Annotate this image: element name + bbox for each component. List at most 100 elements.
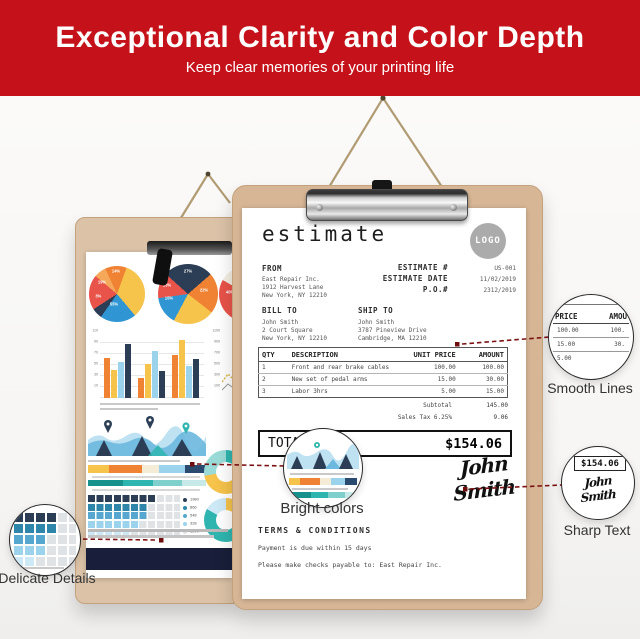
pie2-label-22: 22% [199, 288, 209, 294]
cell: 15.00 [402, 373, 459, 386]
bill-line: New York, NY 12210 [262, 335, 328, 342]
infographic-flyer: 14% 19% 3% 55% 27% 22% 15% 13% 40% 110 9… [86, 252, 232, 578]
sharp-text-magnifier: $154.06 John Smith [561, 446, 635, 520]
legend-value: 548 [190, 514, 197, 518]
tax-value: 9.06 [493, 414, 508, 421]
mini-cell: 5.00 [557, 355, 572, 362]
bill-to-label: BILL TO [262, 306, 298, 315]
segment [152, 480, 183, 486]
from-line: East Repair Inc. [262, 276, 320, 283]
cell: 100.00 [458, 361, 508, 374]
terms-line-1: Payment is due within 15 days [258, 544, 372, 552]
mini-col-price: PRICE [555, 312, 578, 321]
pie1-label-3: 3% [95, 294, 102, 300]
pie3-label-40: 40% [225, 290, 232, 296]
total-value: $154.06 [445, 435, 502, 452]
estimate-title: estimate [262, 222, 388, 246]
cell: 3 [262, 388, 266, 395]
mini-cell: 30. [614, 341, 625, 348]
smooth-lines-magnifier: PRICE AMOU 100.00 100. 15.00 30. 5.00 [548, 294, 634, 380]
bar [193, 359, 199, 398]
flyer-footnote-line [88, 535, 214, 538]
flyer-footnote-line [88, 529, 228, 532]
estimate-document: estimate LOGO FROM East Repair Inc. 1912… [242, 208, 526, 599]
mini-line-chart [222, 372, 232, 391]
from-label: FROM [262, 264, 283, 273]
sales-tax-row: Sales Tax 6.25% 9.06 [258, 414, 508, 421]
bar [186, 366, 192, 398]
line-tick-700: 700 [213, 351, 220, 355]
legend-value: 328 [190, 522, 197, 526]
top-banner: Exceptional Clarity and Color Depth Keep… [0, 0, 640, 96]
subtotal-label: Subtotal [423, 402, 452, 409]
segment [88, 465, 110, 473]
bar [152, 351, 158, 398]
cell: 2 [258, 373, 289, 386]
line-tick-500: 500 [213, 362, 220, 366]
cell: Labor 3hrs [291, 388, 328, 395]
delicate-details-magnifier [9, 504, 81, 576]
tax-label: Sales Tax 6.25% [397, 414, 452, 421]
pie2-label-15: 15% [164, 296, 174, 302]
line-tick-100: 100 [213, 384, 220, 388]
bar [104, 358, 110, 398]
cell: 100.00 [402, 361, 459, 374]
mini-cell: 100.00 [557, 327, 579, 334]
sharp-text-label: Sharp Text [563, 522, 631, 538]
bar2-tick-line [92, 489, 200, 491]
bar-caption-line [100, 408, 158, 410]
banner-subtitle: Keep clear memories of your printing lif… [185, 58, 455, 76]
map-pin-icon [182, 422, 190, 434]
estimate-meta: ESTIMATE # US-001 ESTIMATE DATE 11/02/2019… [360, 263, 516, 296]
grouped-bar-chart [100, 332, 204, 398]
ship-line: 3787 Pineview Drive [358, 327, 427, 334]
bar [138, 378, 144, 398]
map-pin-icon [104, 420, 112, 433]
bar-tick-70: 70 [93, 351, 98, 355]
segment [142, 465, 159, 473]
col-header: QTY [258, 347, 289, 362]
smooth-lines-label: Smooth Lines [547, 380, 633, 396]
pie-chart-1 [89, 266, 145, 322]
bill-to-address: John Smith 2 Court Square New York, NY 1… [262, 319, 327, 343]
cell: Front and rear brake cables [288, 361, 403, 374]
bar-tick-110: 110 [92, 329, 98, 333]
magnified-amount: $154.06 [574, 456, 626, 471]
cell: 5.00 [441, 388, 456, 395]
meta-value: 2312/2019 [483, 287, 516, 294]
pie1-label-14: 14% [111, 269, 121, 275]
bright-colors-magnifier [283, 428, 363, 508]
stacked-bar-2 [88, 480, 206, 486]
bar-tick-90: 90 [93, 340, 98, 344]
line-tick-1100: 1100 [212, 329, 220, 333]
table-row: 1 Front and rear brake cables 100.00 100… [258, 361, 508, 374]
col-header: DESCRIPTION [288, 347, 403, 362]
meta-label: P.O.# [422, 285, 448, 294]
pie2-label-27: 27% [183, 269, 193, 275]
pie-chart-3 [219, 266, 232, 322]
back-rope-right [207, 173, 231, 204]
segment [109, 465, 143, 473]
bar-tick-30: 30 [93, 373, 98, 377]
banner-title: Exceptional Clarity and Color Depth [55, 20, 585, 54]
bar-caption-line [100, 403, 200, 405]
ship-line: Cambridge, MA 12210 [358, 335, 427, 342]
legend-value: 866 [190, 506, 197, 510]
segment [182, 480, 206, 486]
bar-tick-50: 50 [93, 362, 98, 366]
bar [118, 362, 124, 398]
front-rope-knot [380, 95, 386, 101]
table-row: 3 Labor 3hrs 5.00 15.00 [259, 386, 508, 398]
bar [145, 364, 151, 398]
table-row: 2 New set of pedal arms 15.00 30.00 [258, 373, 508, 386]
magnified-signature: John Smith [580, 473, 616, 506]
logo-badge: LOGO [470, 223, 506, 259]
bill-line: 2 Court Square [262, 327, 313, 334]
segment [88, 480, 124, 486]
line-tick-900: 900 [213, 340, 220, 344]
subtotal-row: Subtotal 145.00 [258, 402, 508, 409]
stacked-bar-1 [88, 465, 206, 473]
front-clipboard-clip [306, 189, 468, 221]
from-line: New York, NY 12210 [262, 292, 328, 299]
